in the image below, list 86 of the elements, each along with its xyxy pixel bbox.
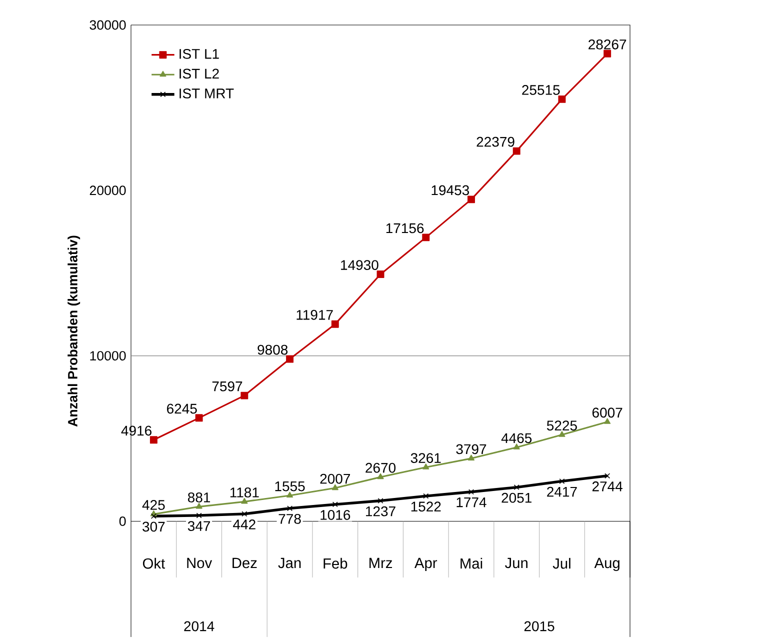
- data-label: 25515: [522, 85, 560, 95]
- data-label: 307: [142, 522, 165, 532]
- data-label: 1555: [275, 481, 305, 492]
- x-tick-label: Apr: [414, 558, 438, 572]
- y-axis-title: Anzahl Probanden (kumulativ): [68, 236, 80, 427]
- point: [377, 473, 384, 480]
- data-label: 2051: [502, 492, 532, 503]
- data-label: 2007: [320, 474, 350, 484]
- point: [468, 196, 475, 204]
- data-label: 19453: [432, 185, 470, 196]
- x-tick-label: Mrz: [370, 558, 392, 568]
- data-label: 881: [188, 492, 210, 502]
- data-label: 28267: [588, 39, 626, 50]
- point: [468, 454, 475, 460]
- point: [514, 484, 520, 490]
- point: [378, 498, 384, 504]
- point: [332, 484, 338, 490]
- data-label: 3797: [456, 444, 486, 454]
- y-tick-label: 10000: [90, 351, 126, 361]
- point: [242, 511, 248, 517]
- x-tick-label: Jan: [278, 558, 301, 568]
- x-tick-label: Mai: [460, 558, 482, 569]
- data-label: 1016: [320, 510, 350, 520]
- point: [286, 355, 294, 363]
- data-label: 4916: [121, 426, 152, 436]
- point: [513, 444, 520, 450]
- legend-label: IST L2: [180, 68, 219, 79]
- y-tick-label: 30000: [90, 20, 126, 30]
- point: [331, 320, 339, 328]
- point: [287, 506, 293, 512]
- point: [286, 492, 294, 498]
- data-label: 347: [188, 521, 210, 531]
- data-label: 1774: [456, 497, 486, 508]
- point: [422, 234, 430, 242]
- point: [240, 392, 248, 400]
- data-label: 6245: [167, 404, 197, 414]
- data-label: 442: [233, 520, 256, 530]
- point: [558, 95, 566, 103]
- x-tick-label: Nov: [187, 558, 212, 568]
- data-label: 9808: [258, 344, 288, 355]
- point: [196, 512, 202, 518]
- data-label: 778: [278, 514, 301, 524]
- point: [241, 498, 248, 504]
- y-tick-label: 20000: [90, 186, 126, 196]
- data-label: 5225: [546, 420, 577, 431]
- annotation: 2015: [524, 621, 554, 632]
- data-label: 1237: [366, 506, 396, 516]
- data-label: 11917: [296, 310, 333, 320]
- point: [512, 147, 520, 155]
- legend-label: IST MRT: [180, 88, 234, 98]
- point: [604, 418, 611, 424]
- point: [195, 414, 203, 422]
- data-label: 3261: [410, 453, 441, 464]
- data-label: 425: [142, 500, 165, 510]
- legend-label: IST L1: [180, 48, 219, 59]
- x-tick-label: Feb: [324, 558, 348, 569]
- data-label: 2417: [547, 486, 577, 497]
- point: [196, 502, 202, 509]
- data-label: 4465: [501, 433, 532, 444]
- point: [422, 464, 430, 470]
- point: [376, 270, 384, 278]
- point: [604, 473, 610, 479]
- x-tick-label: Dez: [232, 558, 257, 568]
- point: [423, 493, 429, 499]
- y-tick-label: 0: [119, 516, 126, 526]
- x-tick-label: Okt: [142, 558, 165, 569]
- annotation: 2014: [184, 621, 214, 632]
- x-tick-label: Jun: [505, 558, 528, 568]
- point: [559, 478, 565, 484]
- point: [558, 431, 566, 437]
- data-label: 14930: [341, 260, 378, 270]
- data-label: 17156: [386, 223, 424, 234]
- data-label: 2670: [366, 462, 396, 473]
- point: [150, 513, 156, 519]
- data-label: 1181: [230, 488, 259, 498]
- data-label: 2744: [592, 481, 622, 492]
- point: [468, 489, 474, 495]
- data-label: 7597: [212, 381, 242, 392]
- point: [150, 436, 158, 444]
- point: [604, 50, 612, 58]
- x-tick-label: Aug: [594, 558, 620, 572]
- data-label: 6007: [592, 408, 622, 418]
- data-label: 22379: [476, 136, 514, 147]
- x-tick-label: Jul: [552, 558, 570, 569]
- data-label: 1522: [411, 502, 441, 512]
- point: [332, 502, 338, 508]
